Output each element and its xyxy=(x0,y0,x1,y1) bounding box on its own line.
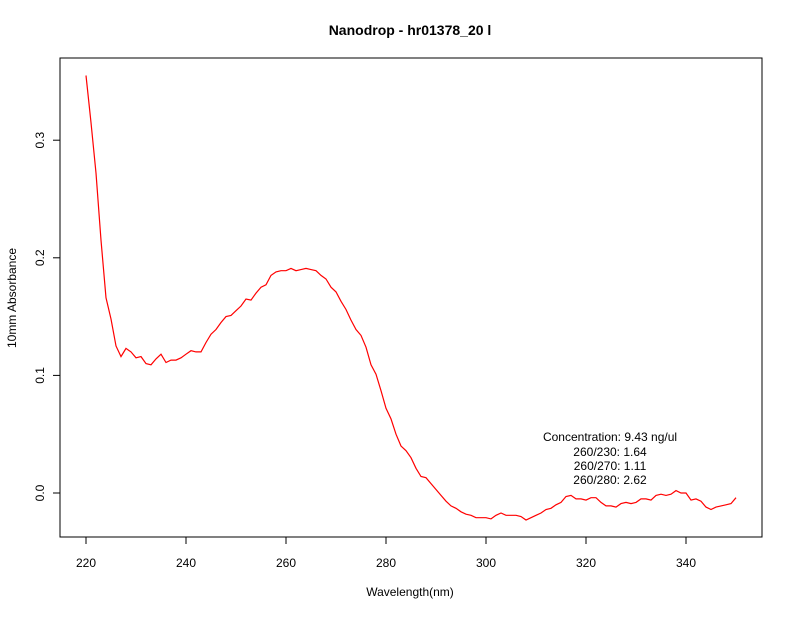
y-tick-label: 0.1 xyxy=(33,367,47,384)
annotation-260-270: 260/270: 1.11 xyxy=(574,459,647,473)
x-tick-label: 280 xyxy=(376,556,396,570)
x-tick-label: 320 xyxy=(576,556,596,570)
absorbance-series-line xyxy=(85,75,737,521)
x-tick-label: 260 xyxy=(276,556,296,570)
x-tick-label: 340 xyxy=(676,556,696,570)
y-tick-label: 0.3 xyxy=(33,132,47,149)
x-tick-label: 300 xyxy=(476,556,496,570)
y-tick-label: 0.2 xyxy=(33,249,47,266)
x-axis: 220 240 260 280 300 320 340 xyxy=(76,536,696,570)
y-axis-label: 10mm Absorbance xyxy=(5,248,19,348)
plot-frame xyxy=(59,57,763,538)
chart-title: Nanodrop - hr01378_20 l xyxy=(329,22,492,38)
annotation-260-230: 260/230: 1.64 xyxy=(573,445,647,459)
annotation-concentration: Concentration: 9.43 ng/ul xyxy=(543,430,677,444)
y-tick-label: 0.0 xyxy=(33,484,47,501)
x-tick-label: 220 xyxy=(76,556,96,570)
y-axis: 0.0 0.1 0.2 0.3 xyxy=(33,132,61,501)
x-axis-label: Wavelength(nm) xyxy=(366,585,454,599)
annotation-block: Concentration: 9.43 ng/ul 260/230: 1.64 … xyxy=(543,430,677,487)
x-tick-label: 240 xyxy=(176,556,196,570)
annotation-260-280: 260/280: 2.62 xyxy=(573,473,647,487)
